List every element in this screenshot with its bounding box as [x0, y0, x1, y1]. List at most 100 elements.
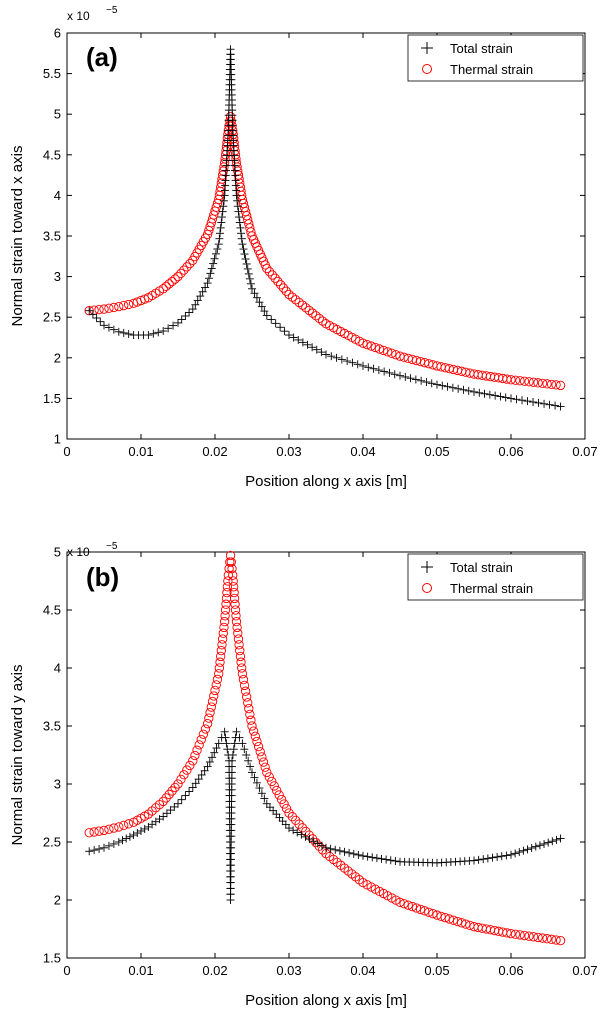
thermal-strain-point-b — [257, 752, 267, 762]
thermal-strain-point-b — [225, 550, 236, 561]
thermal-strain-point-a — [99, 304, 109, 314]
thermal-strain-point-b — [311, 837, 321, 848]
total-strain-point-a — [124, 329, 133, 338]
thermal-strain-point-b — [546, 934, 557, 944]
legend-thermal-strain-a: Thermal strain — [450, 62, 533, 77]
total-strain-point-b — [556, 834, 565, 843]
total-strain-point-a — [267, 315, 276, 324]
thermal-strain-point-b — [173, 779, 183, 789]
total-strain-point-b — [391, 856, 400, 865]
thermal-strain-point-b — [403, 900, 413, 910]
total-strain-point-b — [285, 824, 293, 833]
thermal-strain-point-b — [239, 680, 250, 691]
thermal-strain-point-b — [506, 928, 516, 939]
thermal-strain-point-b — [242, 692, 252, 702]
thermal-strain-point-a — [262, 263, 272, 274]
thermal-strain-point-a — [270, 273, 280, 283]
total-strain-point-b — [185, 787, 194, 796]
total-strain-point-b — [220, 727, 229, 736]
total-strain-point-a — [85, 306, 94, 315]
thermal-strain-point-a — [366, 341, 376, 351]
total-strain-point-b — [240, 745, 249, 754]
thermal-strain-point-a — [173, 271, 183, 282]
total-strain-point-b — [248, 768, 256, 777]
total-strain-point-b — [519, 846, 528, 855]
total-strain-point-a — [406, 374, 415, 383]
thermal-strain-point-b — [395, 897, 405, 907]
total-strain-point-a — [119, 328, 128, 337]
thermal-strain-point-b — [244, 703, 254, 714]
total-strain-point-b — [85, 847, 94, 856]
thermal-strain-point-b — [240, 686, 251, 696]
total-strain-point-a — [232, 191, 241, 200]
total-strain-point-a — [348, 358, 357, 367]
thermal-strain-point-b — [176, 774, 186, 785]
x-tick-label-b: 0.02 — [202, 963, 227, 978]
thermal-strain-point-a — [383, 347, 393, 357]
total-strain-point-a — [556, 402, 565, 411]
y-tick-label-a: 3 — [54, 269, 61, 284]
total-strain-point-a — [174, 318, 182, 327]
total-strain-point-a — [448, 383, 457, 392]
ticks-a: 0 0.01 0.02 0.03 0.04 0.05 0.06 0.07 1 1.5 2 2.5 3 3.… — [43, 26, 598, 460]
total-strain-point-a — [237, 234, 246, 243]
thermal-strain-point-b — [267, 776, 277, 787]
total-strain-point-a — [271, 319, 280, 328]
thermal-strain-point-a — [314, 313, 324, 324]
total-strain-point-a — [164, 324, 173, 333]
total-strain-point-b — [166, 806, 175, 815]
total-strain-point-a — [243, 264, 252, 273]
total-strain-point-b — [340, 847, 349, 856]
thermal-strain-point-b — [432, 910, 442, 920]
total-strain-point-a — [96, 317, 105, 326]
total-strain-point-a — [235, 213, 244, 222]
legend-plus-icon-b — [421, 561, 433, 573]
total-strain-point-a — [246, 279, 255, 288]
total-strain-point-b — [229, 745, 238, 754]
thermal-strain-point-b — [272, 785, 282, 796]
total-strain-point-a — [240, 250, 249, 259]
total-strain-point-b — [230, 739, 239, 748]
y-tick-label-b: 2.5 — [43, 835, 61, 850]
total-strain-point-b — [162, 809, 171, 818]
x-axis-label-a: Position along x axis [m] — [245, 473, 407, 490]
thermal-strain-point-b — [228, 576, 238, 586]
x-tick-label-b: 0.04 — [350, 963, 375, 978]
total-strain-point-b — [228, 751, 237, 759]
total-strain-point-a — [255, 298, 264, 307]
thermal-strain-point-b — [196, 734, 206, 745]
thermal-strain-point-b — [314, 841, 324, 851]
total-strain-point-b — [200, 766, 209, 775]
total-strain-point-a — [211, 249, 220, 258]
total-strain-point-a — [207, 264, 216, 273]
total-strain-point-a — [529, 398, 538, 407]
total-strain-point-a — [303, 340, 312, 349]
total-strain-point-b — [511, 849, 520, 858]
y-multiplier-b: x 10 — [67, 545, 90, 559]
total-strain-point-a — [215, 234, 224, 243]
total-strain-point-a — [201, 283, 210, 292]
total-strain-point-a — [294, 335, 303, 344]
total-strain-point-b — [114, 838, 123, 846]
thermal-strain-point-b — [237, 663, 247, 673]
thermal-strain-point-b — [551, 935, 561, 945]
thermal-strain-point-a — [528, 377, 539, 387]
total-strain-point-a — [219, 202, 228, 211]
total-strain-point-a — [518, 396, 527, 405]
y-tick-label-b: 3 — [54, 777, 61, 792]
total-strain-point-a — [374, 366, 383, 375]
total-strain-point-b — [502, 851, 511, 860]
total-strain-point-b — [262, 799, 271, 808]
total-strain-point-b — [118, 836, 127, 845]
thermal-strain-point-b — [230, 605, 241, 615]
total-strain-point-b — [100, 843, 108, 852]
total-strain-point-b — [363, 852, 372, 861]
x-axis-label-b: Position along x axis [m] — [245, 992, 407, 1009]
total-strain-point-b — [181, 791, 190, 800]
y-tick-label-b: 2 — [54, 893, 61, 908]
thermal-strain-point-b — [185, 760, 195, 771]
thermal-strain-point-a — [109, 302, 119, 313]
thermal-strain-point-b — [420, 906, 430, 916]
total-strain-point-b — [242, 751, 251, 759]
thermal-strain-point-a — [273, 276, 283, 287]
